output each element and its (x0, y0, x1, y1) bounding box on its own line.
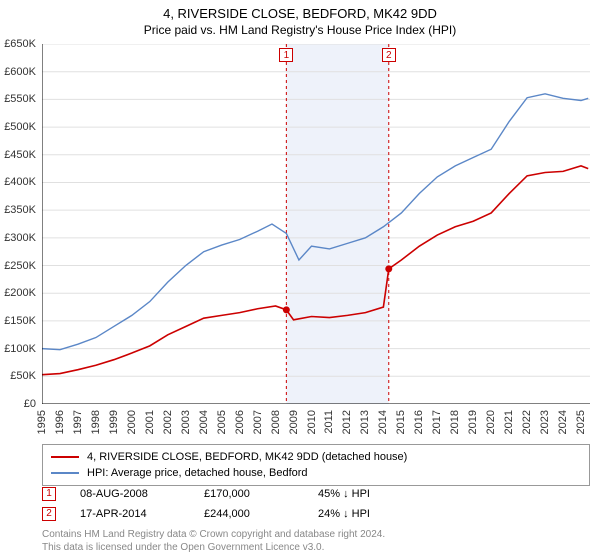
xtick-label: 2022 (521, 410, 533, 434)
xtick-label: 2005 (216, 410, 228, 434)
ytick-label: £550K (4, 93, 36, 105)
xtick-label: 2017 (431, 410, 443, 434)
sale-price: £244,000 (204, 504, 294, 524)
ytick-label: £400K (4, 176, 36, 188)
xtick-label: 2012 (341, 410, 353, 434)
ytick-label: £100K (4, 343, 36, 355)
xtick-label: 1995 (36, 410, 48, 434)
xtick-label: 2008 (270, 410, 282, 434)
ytick-label: £150K (4, 315, 36, 327)
xtick-label: 2002 (162, 410, 174, 434)
chart-container: 4, RIVERSIDE CLOSE, BEDFORD, MK42 9DD Pr… (0, 0, 600, 560)
ytick-label: £600K (4, 66, 36, 78)
xtick-label: 2009 (288, 410, 300, 434)
sale-diff: 45% ↓ HPI (318, 484, 428, 504)
sale-date: 17-APR-2014 (80, 504, 180, 524)
xtick-label: 2016 (413, 410, 425, 434)
series-marker (385, 265, 392, 272)
ytick-label: £50K (10, 370, 36, 382)
xtick-label: 2024 (557, 410, 569, 434)
ytick-label: £350K (4, 204, 36, 216)
chart-title: 4, RIVERSIDE CLOSE, BEDFORD, MK42 9DD (0, 0, 600, 21)
sale-price: £170,000 (204, 484, 294, 504)
legend-swatch (51, 472, 79, 474)
xtick-label: 2000 (126, 410, 138, 434)
ytick-label: £250K (4, 260, 36, 272)
xtick-label: 2021 (503, 410, 515, 434)
chart-subtitle: Price paid vs. HM Land Registry's House … (0, 21, 600, 41)
xtick-label: 2020 (485, 410, 497, 434)
xtick-label: 2004 (198, 410, 210, 434)
xtick-label: 2018 (449, 410, 461, 434)
xtick-label: 2011 (323, 410, 335, 434)
legend-item: 4, RIVERSIDE CLOSE, BEDFORD, MK42 9DD (d… (51, 449, 581, 465)
ytick-label: £0 (24, 398, 36, 410)
xtick-label: 1996 (54, 410, 66, 434)
legend: 4, RIVERSIDE CLOSE, BEDFORD, MK42 9DD (d… (42, 444, 590, 486)
ytick-label: £200K (4, 287, 36, 299)
xtick-label: 2007 (252, 410, 264, 434)
xtick-label: 2019 (467, 410, 479, 434)
legend-label: 4, RIVERSIDE CLOSE, BEDFORD, MK42 9DD (d… (87, 449, 407, 465)
sale-date: 08-AUG-2008 (80, 484, 180, 504)
series-marker (283, 306, 290, 313)
ytick-label: £500K (4, 121, 36, 133)
ytick-label: £300K (4, 232, 36, 244)
attribution: Contains HM Land Registry data © Crown c… (42, 528, 590, 554)
shaded-band (286, 44, 388, 404)
xtick-label: 2014 (377, 410, 389, 434)
xtick-label: 2001 (144, 410, 156, 434)
legend-item: HPI: Average price, detached house, Bedf… (51, 465, 581, 481)
chart-area: £0£50K£100K£150K£200K£250K£300K£350K£400… (42, 44, 590, 404)
xtick-label: 1997 (72, 410, 84, 434)
xtick-label: 2006 (234, 410, 246, 434)
sale-row: 2 17-APR-2014 £244,000 24% ↓ HPI (42, 504, 590, 524)
attribution-line-2: This data is licensed under the Open Gov… (42, 541, 590, 554)
xtick-label: 2013 (359, 410, 371, 434)
xtick-label: 2015 (395, 410, 407, 434)
xtick-label: 2010 (306, 410, 318, 434)
legend-swatch (51, 456, 79, 458)
sales-table: 1 08-AUG-2008 £170,000 45% ↓ HPI 2 17-APR-201… (42, 484, 590, 524)
xtick-label: 2023 (539, 410, 551, 434)
xtick-label: 1998 (90, 410, 102, 434)
sale-marker: 1 (42, 487, 56, 501)
attribution-line-1: Contains HM Land Registry data © Crown c… (42, 528, 590, 541)
sale-row: 1 08-AUG-2008 £170,000 45% ↓ HPI (42, 484, 590, 504)
ytick-label: £450K (4, 149, 36, 161)
legend-label: HPI: Average price, detached house, Bedf… (87, 465, 308, 481)
event-marker-label: 1 (279, 48, 293, 62)
xtick-label: 2025 (575, 410, 587, 434)
chart-svg (42, 44, 590, 404)
sale-marker: 2 (42, 507, 56, 521)
ytick-label: £650K (4, 38, 36, 50)
sale-diff: 24% ↓ HPI (318, 504, 428, 524)
xtick-label: 2003 (180, 410, 192, 434)
event-marker-label: 2 (382, 48, 396, 62)
xtick-label: 1999 (108, 410, 120, 434)
